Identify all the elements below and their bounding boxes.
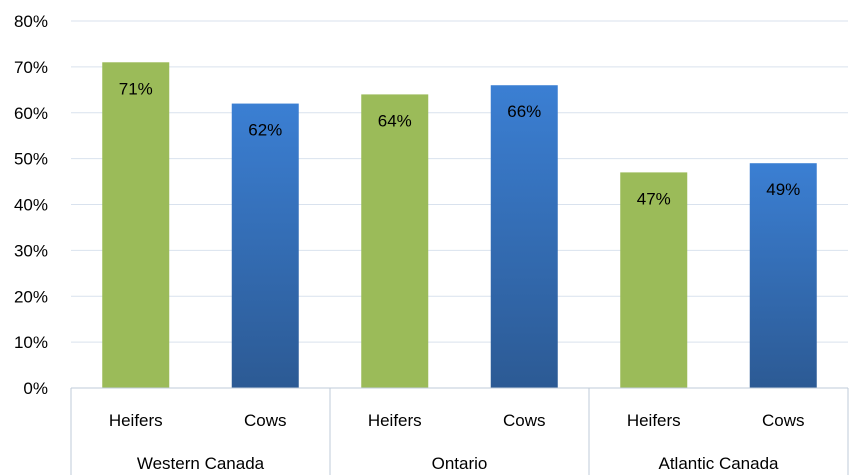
bars xyxy=(102,62,817,389)
data-label: 66% xyxy=(507,102,541,121)
x-category-label: Heifers xyxy=(368,411,422,430)
y-tick-label: 60% xyxy=(14,104,48,123)
data-label: 71% xyxy=(119,79,153,98)
bar-heifers xyxy=(102,62,170,388)
data-label: 47% xyxy=(637,189,671,208)
y-tick-label: 50% xyxy=(14,150,48,169)
y-tick-label: 70% xyxy=(14,58,48,77)
data-label: 62% xyxy=(248,121,282,140)
bar-heifers xyxy=(361,94,429,389)
y-tick-label: 30% xyxy=(14,241,48,260)
data-labels: 71% 62% 64% 66% 47% 49% xyxy=(119,79,801,208)
y-tick-label: 40% xyxy=(14,196,48,215)
x-group-label: Western Canada xyxy=(137,454,265,473)
y-tick-label: 80% xyxy=(14,12,48,31)
x-group-label: Ontario xyxy=(432,454,488,473)
bar-cows xyxy=(490,85,558,388)
x-category-label: Heifers xyxy=(627,411,681,430)
y-tick-label: 10% xyxy=(14,333,48,352)
data-label: 64% xyxy=(378,111,412,130)
x-category-label: Cows xyxy=(762,411,805,430)
x-group-label: Atlantic Canada xyxy=(658,454,779,473)
y-tick-label: 0% xyxy=(23,379,48,398)
bar-cows xyxy=(749,163,817,388)
gridlines xyxy=(71,20,848,343)
bar-heifers xyxy=(620,172,688,388)
y-tick-label: 20% xyxy=(14,287,48,306)
data-label: 49% xyxy=(766,180,800,199)
x-axis: Heifers Cows Heifers Cows Heifers Cows Western… xyxy=(70,387,849,475)
x-category-label: Heifers xyxy=(109,411,163,430)
x-category-label: Cows xyxy=(503,411,546,430)
bar-cows xyxy=(231,103,299,388)
x-category-label: Cows xyxy=(244,411,287,430)
y-axis-tick-labels: 0% 10% 20% 30% 40% 50% 60% 70% 80% xyxy=(14,12,48,398)
